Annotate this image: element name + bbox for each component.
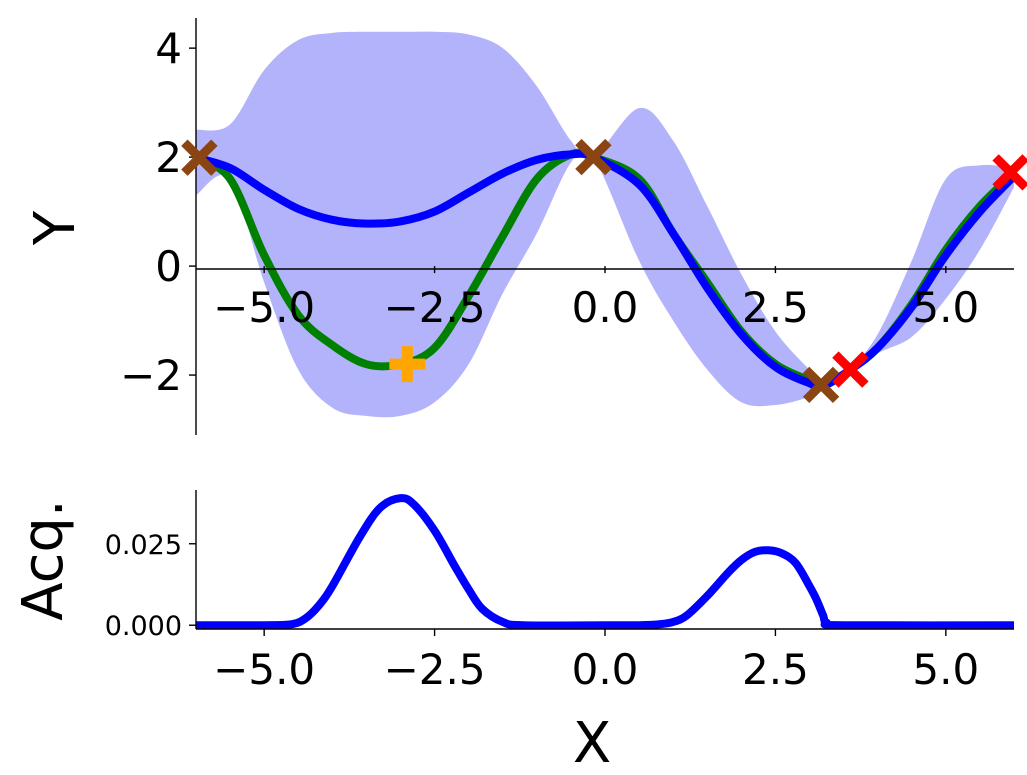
top-markers (181, 138, 1027, 404)
top-panel: −2 0 2 4 −5.0 −2.5 0.0 2.5 5.0 Y (23, 18, 1027, 435)
bottom-plot-area (196, 494, 1014, 630)
top-y-axis-title: Y (23, 210, 88, 246)
observed-point-marker (181, 139, 218, 176)
x-tick-label: 5.0 (912, 645, 979, 694)
x-tick-label: 5.0 (912, 283, 979, 332)
x-tick-label: −2.5 (384, 283, 486, 332)
top-plot-area (196, 31, 1014, 418)
y-tick-label: −2 (120, 351, 182, 400)
observed-point-marker (575, 138, 612, 176)
x-tick-label: −5.0 (213, 283, 315, 332)
confidence-band (196, 31, 1014, 418)
top-y-ticks: −2 0 2 4 (120, 24, 196, 400)
y-tick-label: 0.025 (105, 530, 182, 561)
x-tick-label: 2.5 (742, 283, 809, 332)
y-tick-label: 4 (155, 24, 182, 73)
x-tick-label: 2.5 (742, 645, 809, 694)
mean-line (196, 149, 1014, 391)
bottom-x-ticks: −5.0 −2.5 0.0 2.5 5.0 (213, 629, 979, 694)
x-tick-label: 0.0 (572, 283, 639, 332)
bottom-panel: 0.000 0.025 −5.0 −2.5 0.0 2.5 5.0 Acq. X (11, 490, 1014, 775)
y-tick-label: 2 (155, 133, 182, 182)
proposed-point-marker (832, 351, 869, 388)
bottom-y-ticks: 0.000 0.025 (105, 530, 196, 642)
y-tick-label: 0.000 (105, 611, 182, 642)
bottom-y-axis-title: Acq. (11, 499, 76, 620)
observed-point-marker (802, 366, 840, 404)
x-tick-label: −2.5 (384, 645, 486, 694)
y-tick-label: 0 (155, 242, 182, 291)
acquisition-line (196, 494, 1014, 630)
top-x-ticks: −5.0 −2.5 0.0 2.5 5.0 (213, 266, 979, 332)
optimum-marker (389, 346, 426, 383)
proposed-point-marker (992, 154, 1027, 191)
bottom-x-axis-title: X (573, 711, 611, 775)
x-tick-label: −5.0 (213, 645, 315, 694)
x-tick-label: 0.0 (572, 645, 639, 694)
